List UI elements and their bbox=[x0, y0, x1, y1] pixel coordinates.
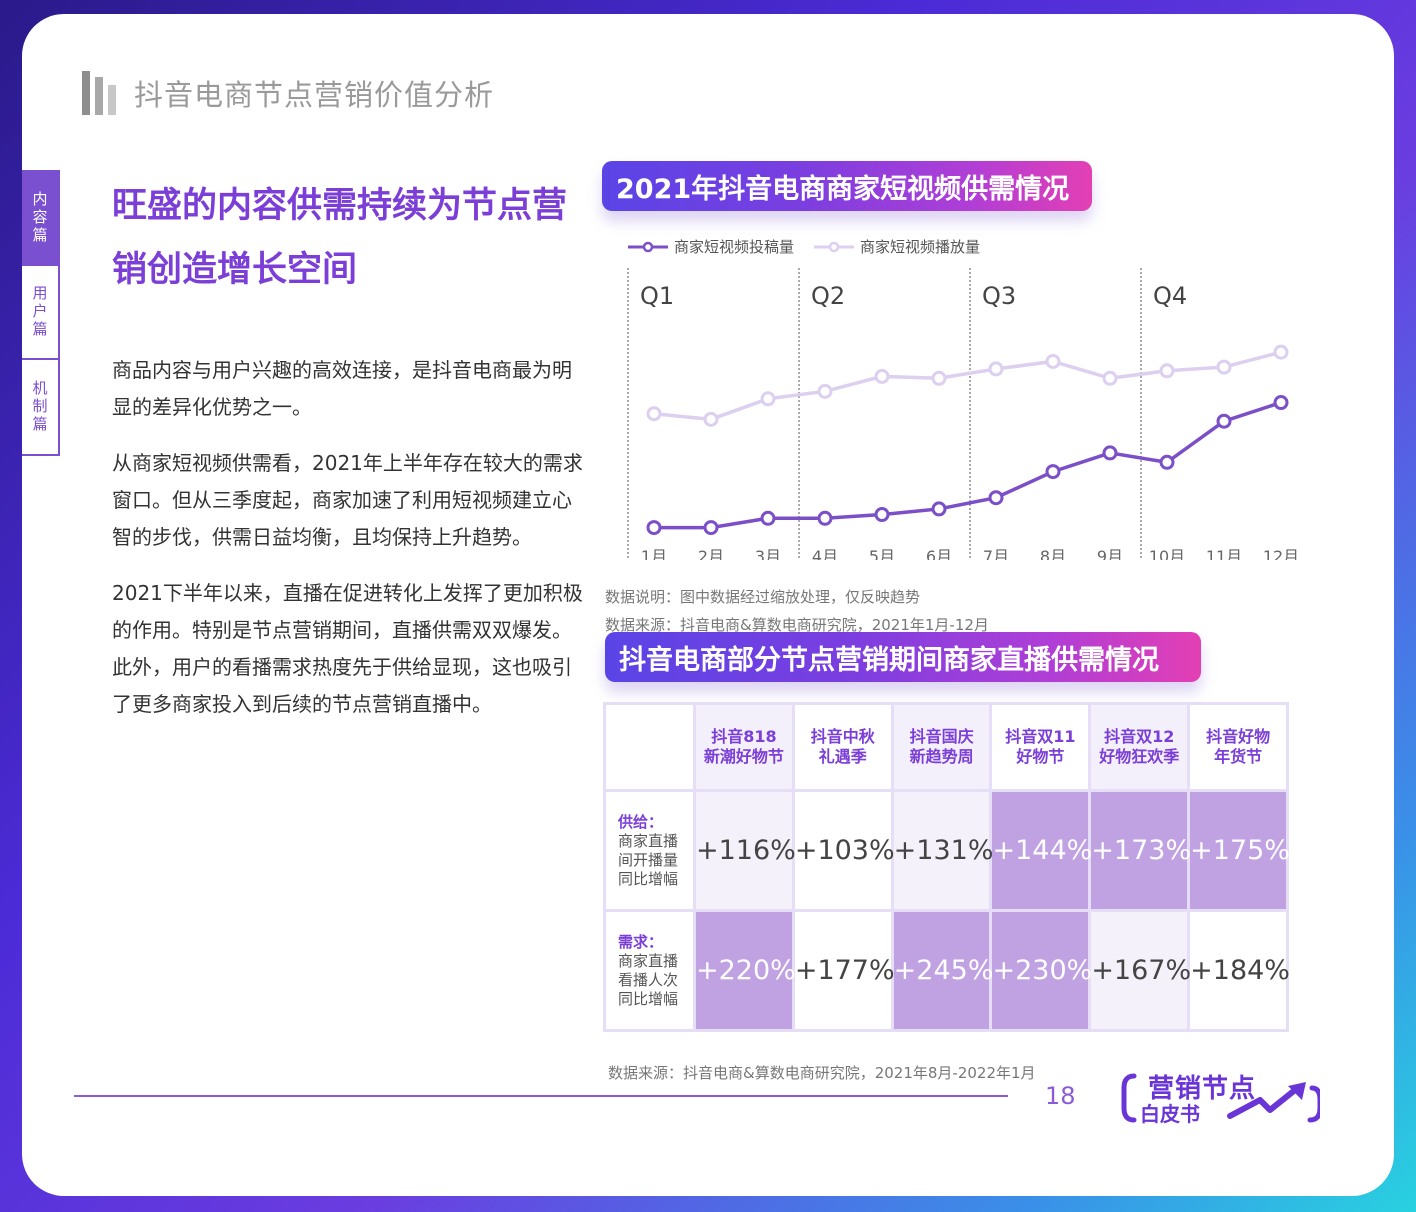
x-tick-label: 8月 bbox=[1040, 547, 1066, 560]
data-point bbox=[874, 368, 890, 384]
data-point bbox=[1102, 370, 1118, 386]
legend-item: 商家短视频播放量 bbox=[814, 236, 980, 257]
chart-legend: 商家短视频投稿量 商家短视频播放量 bbox=[628, 236, 980, 257]
table-cell: +116% bbox=[693, 789, 796, 912]
data-point bbox=[988, 361, 1004, 377]
data-point bbox=[646, 520, 662, 536]
table-cell: +220% bbox=[693, 909, 796, 1032]
table-cell: +144% bbox=[989, 789, 1092, 912]
data-point bbox=[1273, 395, 1289, 411]
x-tick-label: 6月 bbox=[926, 547, 952, 560]
data-point bbox=[760, 391, 776, 407]
data-point bbox=[703, 520, 719, 536]
chart-section-title: 2021年抖音电商商家短视频供需情况 bbox=[602, 161, 1092, 211]
data-point bbox=[1045, 353, 1061, 369]
data-point bbox=[1273, 344, 1289, 360]
x-tick-label: 1月 bbox=[641, 547, 667, 560]
quarter-label: Q1 bbox=[640, 282, 674, 310]
headline: 旺盛的内容供需持续为节点营销创造增长空间 bbox=[112, 186, 568, 290]
column-header: 抖音双11 好物节 bbox=[989, 702, 1092, 792]
tab-label: 机制篇 bbox=[30, 380, 49, 434]
tab-label: 内容篇 bbox=[30, 191, 49, 245]
paragraph: 从商家短视频供需看，2021年上半年存在较大的需求窗口。但从三季度起，商家加速了… bbox=[112, 451, 583, 549]
table-section-title: 抖音电商部分节点营销期间商家直播供需情况 bbox=[605, 632, 1201, 682]
logo-text-line2: 白皮书 bbox=[1140, 1102, 1200, 1126]
footer-line bbox=[74, 1095, 1008, 1097]
table-cell: +184% bbox=[1187, 909, 1290, 1032]
data-point bbox=[703, 411, 719, 427]
table-cell: +103% bbox=[791, 789, 895, 912]
column-header: 抖音好物 年货节 bbox=[1187, 702, 1289, 792]
line-chart: Q1 Q2 Q3 Q4 1月 2月 3月 4月 5月 6月 7月 8月 9月 10月 11月 12月 bbox=[627, 268, 1299, 560]
tab-label: 用户篇 bbox=[30, 285, 49, 339]
paragraph: 2021下半年以来，直播在促进转化上发挥了更加积极的作用。特别是节点营销期间，直… bbox=[112, 581, 583, 716]
table-cell: +245% bbox=[890, 909, 993, 1032]
data-point bbox=[646, 406, 662, 422]
table-cell: +131% bbox=[890, 789, 993, 912]
table-cell: +175% bbox=[1187, 789, 1290, 912]
column-header: 抖音818 新潮好物节 bbox=[693, 702, 795, 792]
data-point bbox=[1102, 445, 1118, 461]
data-point bbox=[1045, 464, 1061, 480]
x-tick-label: 12月 bbox=[1263, 547, 1299, 560]
x-tick-label: 11月 bbox=[1206, 547, 1242, 560]
x-tick-label: 4月 bbox=[812, 547, 838, 560]
x-tick-label: 10月 bbox=[1149, 547, 1185, 560]
quarter-label: Q2 bbox=[811, 282, 845, 310]
report-logo: 营销节点 白皮书 bbox=[1120, 1068, 1320, 1128]
page-number: 18 bbox=[1045, 1082, 1076, 1110]
data-point bbox=[1216, 359, 1232, 375]
x-tick-label: 5月 bbox=[869, 547, 895, 560]
column-header: 抖音双12 好物狂欢季 bbox=[1088, 702, 1191, 792]
row-header: 需求： 商家直播看播人次同比增幅 bbox=[603, 909, 696, 1032]
table-corner bbox=[603, 702, 696, 792]
legend-label: 商家短视频播放量 bbox=[860, 238, 981, 256]
header-bars-icon bbox=[82, 71, 116, 115]
column-header: 抖音国庆 新趋势周 bbox=[890, 702, 993, 792]
data-point bbox=[931, 370, 947, 386]
x-tick-label: 7月 bbox=[983, 547, 1009, 560]
table-cell: +167% bbox=[1088, 909, 1191, 1032]
data-point bbox=[1159, 363, 1175, 379]
body-text: 商品内容与用户兴趣的高效连接，是抖音电商最为明显的差异化优势之一。 从商家短视频… bbox=[112, 352, 584, 742]
tab-content[interactable]: 内容篇 bbox=[22, 172, 58, 266]
x-tick-label: 3月 bbox=[755, 547, 781, 560]
quarter-label: Q3 bbox=[982, 282, 1016, 310]
column-header: 抖音中秋 礼遇季 bbox=[791, 702, 894, 792]
quarter-label: Q4 bbox=[1153, 282, 1187, 310]
row-header: 供给： 商家直播间开播量同比增幅 bbox=[603, 789, 696, 912]
data-point bbox=[931, 501, 947, 517]
paragraph: 商品内容与用户兴趣的高效连接，是抖音电商最为明显的差异化优势之一。 bbox=[112, 358, 572, 419]
table-cell: +177% bbox=[791, 909, 895, 1032]
data-point bbox=[1216, 413, 1232, 429]
logo-text-line1: 营销节点 bbox=[1148, 1074, 1257, 1104]
series-line bbox=[654, 400, 1282, 530]
legend-label: 商家短视频投稿量 bbox=[674, 238, 795, 256]
tab-users[interactable]: 用户篇 bbox=[22, 266, 58, 360]
data-point bbox=[817, 383, 833, 399]
header-title: 抖音电商节点营销价值分析 bbox=[134, 78, 495, 112]
data-point bbox=[874, 507, 890, 523]
table-cell: +173% bbox=[1088, 789, 1191, 912]
livestream-table: 抖音818 新潮好物节 抖音中秋 礼遇季 抖音国庆 新趋势周 抖音双11 好物节 抖音双12 好物… bbox=[603, 702, 1290, 1032]
data-point bbox=[817, 510, 833, 526]
series-line bbox=[653, 350, 1282, 422]
tab-mechanism[interactable]: 机制篇 bbox=[22, 360, 58, 454]
chart-source: 数据来源：抖音电商&算数电商研究院，2021年1月-12月 bbox=[605, 616, 989, 634]
table-cell: +230% bbox=[989, 909, 1092, 1032]
table-row: 供给： 商家直播间开播量同比增幅 +116% +103% +131% +144% +173%… bbox=[603, 789, 1290, 912]
chart-note: 数据说明：图中数据经过缩放处理，仅反映趋势 bbox=[605, 588, 921, 606]
table-source: 数据来源：抖音电商&算数电商研究院，2021年8月-2022年1月 bbox=[608, 1064, 1036, 1082]
side-tabs: 内容篇 用户篇 机制篇 bbox=[22, 170, 60, 456]
data-point bbox=[760, 510, 776, 526]
x-tick-label: 9月 bbox=[1097, 547, 1123, 560]
page-header: 抖音电商节点营销价值分析 bbox=[82, 70, 494, 116]
data-point bbox=[988, 490, 1004, 506]
legend-item: 商家短视频投稿量 bbox=[628, 236, 794, 257]
data-point bbox=[1159, 454, 1175, 470]
x-tick-label: 2月 bbox=[698, 547, 724, 560]
table-row: 需求： 商家直播看播人次同比增幅 +220% +177% +245% +230% +167%… bbox=[603, 909, 1290, 1032]
